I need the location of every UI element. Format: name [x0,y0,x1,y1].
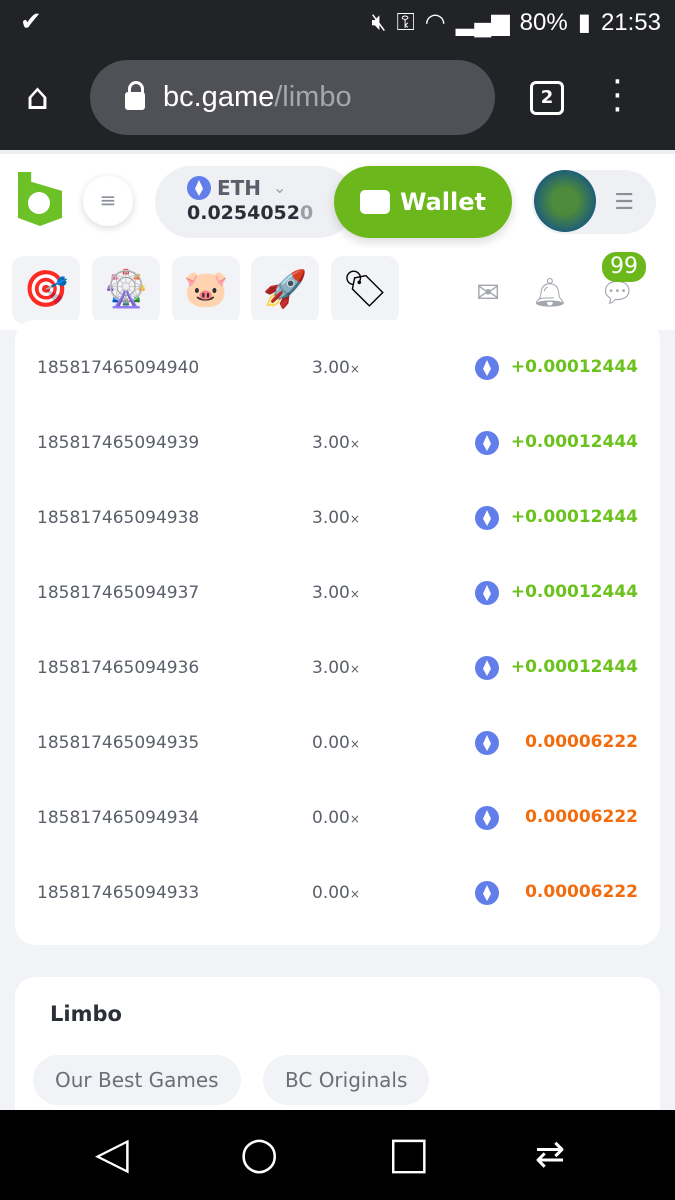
bet-id: 185817465094935 [37,733,200,753]
balance-selector[interactable]: ETH ⌄ 0.02540520 [155,166,355,238]
price-tag-icon[interactable]: 🏷 [331,256,399,324]
bets-list: 185817465094940 3.00× +0.00012444 1858174… [15,320,660,945]
bet-payout: 0.00006222 [525,732,638,752]
clock: 21:53 [600,8,661,36]
bet-multiplier: 0.00× [312,883,360,903]
bet-payout: +0.00012444 [510,657,638,677]
bet-payout: +0.00012444 [510,357,638,377]
back-icon[interactable]: ◁ [95,1128,129,1179]
bet-id: 185817465094938 [37,508,200,528]
tag-bc-originals[interactable]: BC Originals [263,1055,430,1105]
bet-multiplier: 3.00× [312,358,360,378]
bet-id: 185817465094939 [37,433,200,453]
bet-payout: +0.00012444 [510,582,638,602]
rotate-icon[interactable]: ⇄ [535,1134,566,1175]
signal-icon: ▂▄▆ [455,9,510,36]
wallet-icon [359,190,390,214]
url-path: /limbo [274,81,352,113]
piggy-bank-icon[interactable]: 🐷 [172,256,240,324]
avatar[interactable] [534,170,596,232]
tab-switcher-button[interactable]: 2 [530,81,564,115]
home-circle-icon[interactable]: ○ [240,1128,279,1179]
eth-icon [475,656,499,680]
tag-our-best-games[interactable]: Our Best Games [33,1055,241,1105]
rocket-icon[interactable]: 🚀 [251,256,319,324]
wallet-button[interactable]: Wallet [334,166,512,238]
url-bar[interactable]: bc.game/limbo [90,60,495,135]
status-bar: ✔ 🔇︎ ⚿ ◠ ▂▄▆ 80% ▮ 21:53 [0,0,675,45]
bet-payout: +0.00012444 [510,507,638,527]
eth-icon [475,731,499,755]
bet-multiplier: 0.00× [312,808,360,828]
bet-row[interactable]: 185817465094934 0.00× 0.00006222 [15,800,660,840]
bet-payout: 0.00006222 [525,807,638,827]
browser-toolbar: ⌂ bc.game/limbo 2 · · · [0,45,675,150]
game-info-card: Limbo Our Best Games BC Originals [15,977,660,1137]
wifi-icon: ◠ [424,9,446,36]
bet-id: 185817465094934 [37,808,200,828]
bet-id: 185817465094940 [37,358,200,378]
recents-icon[interactable]: □ [388,1128,430,1179]
eth-icon [475,356,499,380]
bet-row[interactable]: 185817465094940 3.00× +0.00012444 [15,350,660,390]
bet-multiplier: 0.00× [312,733,360,753]
bet-payout: 0.00006222 [525,882,638,902]
mute-icon: 🔇︎ [371,8,387,36]
bet-multiplier: 3.00× [312,508,360,528]
check-icon: ✔ [20,6,42,36]
bet-id: 185817465094936 [37,658,200,678]
bet-multiplier: 3.00× [312,433,360,453]
spin-wheel-icon[interactable]: 🎡 [92,256,160,324]
site-header: ≡ ETH ⌄ 0.02540520 Wallet ☰ [0,150,675,248]
user-menu[interactable]: ☰ [532,170,656,234]
eth-icon [475,806,499,830]
currency-label: ETH [217,176,262,200]
more-menu-icon[interactable]: · · · [612,62,623,130]
target-game-icon[interactable]: 🎯 [12,256,80,324]
bet-row[interactable]: 185817465094937 3.00× +0.00012444 [15,575,660,615]
chat-badge: 99 [602,252,646,282]
bell-icon[interactable]: 🔔︎ [531,276,568,309]
key-icon: ⚿ [396,8,415,36]
bet-multiplier: 3.00× [312,658,360,678]
bet-row[interactable]: 185817465094936 3.00× +0.00012444 [15,650,660,690]
eth-icon [475,581,499,605]
home-icon[interactable]: ⌂ [26,77,49,118]
bet-row[interactable]: 185817465094938 3.00× +0.00012444 [15,500,660,540]
eth-icon [475,431,499,455]
mail-icon[interactable]: ✉ [476,276,500,309]
bet-id: 185817465094933 [37,883,200,903]
bc-game-logo[interactable] [18,172,62,226]
lock-icon [125,80,145,110]
quick-games-bar: 🎯 🎡 🐷 🚀 🏷 ✉ 🔔︎ 💬︎ 99 [0,248,675,330]
list-menu-icon[interactable]: ☰ [614,190,634,215]
eth-icon [475,881,499,905]
bet-row[interactable]: 185817465094939 3.00× +0.00012444 [15,425,660,465]
balance-amount: 0.02540520 [187,202,314,224]
bet-row[interactable]: 185817465094935 0.00× 0.00006222 [15,725,660,765]
game-title: Limbo [50,1002,122,1026]
eth-icon [475,506,499,530]
android-nav-bar: ◁ ○ □ ⇄ [0,1110,675,1200]
bet-payout: +0.00012444 [510,432,638,452]
menu-button[interactable]: ≡ [83,176,133,226]
eth-icon [187,176,211,200]
bet-multiplier: 3.00× [312,583,360,603]
chevron-down-icon: ⌄ [273,177,287,197]
bet-row[interactable]: 185817465094933 0.00× 0.00006222 [15,875,660,915]
battery-percent: 80% [519,8,568,36]
url-host: bc.game [163,81,275,113]
bet-id: 185817465094937 [37,583,200,603]
battery-icon: ▮ [577,9,591,36]
